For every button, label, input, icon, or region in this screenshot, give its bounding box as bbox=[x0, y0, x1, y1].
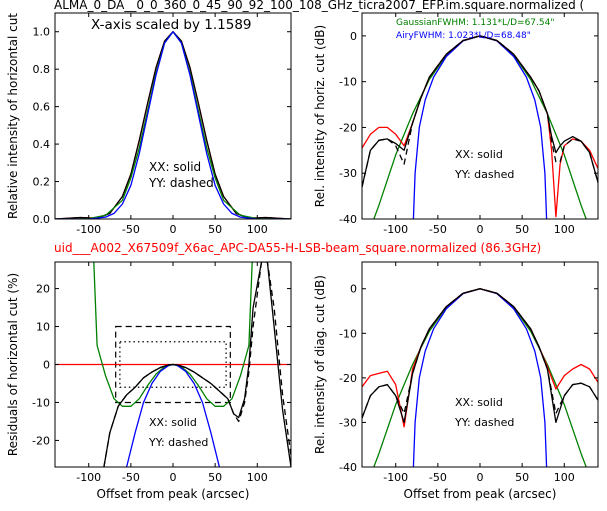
x-tick-label: 50 bbox=[208, 471, 222, 484]
y-tick-label: 0 bbox=[350, 30, 357, 43]
x-tick-label: 0 bbox=[477, 471, 484, 484]
legend-xx-p1: XX: solid bbox=[455, 148, 503, 161]
y-axis-label: Rel. intensity of horiz. cut (dB) bbox=[313, 25, 327, 207]
y-tick-label: -30 bbox=[339, 416, 357, 429]
x-tick-label: 0 bbox=[170, 223, 177, 236]
x-tick-label: 50 bbox=[515, 471, 529, 484]
y-tick-label: 0.2 bbox=[33, 176, 51, 189]
panel-horizontal-linear: -100 -50 0 50 100 0.0 0.2 0.4 0.6 0.8 1.0 Relative … bbox=[6, 12, 292, 236]
series-line-black-solid bbox=[362, 35, 598, 188]
y-tick-label: -40 bbox=[339, 461, 357, 474]
plot-lines bbox=[55, 262, 291, 467]
x-tick-label: 0 bbox=[170, 471, 177, 484]
y-tick-label: 10 bbox=[36, 321, 50, 334]
y-tick-label: -10 bbox=[339, 327, 357, 340]
series-line-black-dashed bbox=[362, 35, 598, 188]
x-axis-label: Offset from peak (arcsec) bbox=[97, 487, 250, 501]
x-tick-label: -100 bbox=[76, 471, 101, 484]
plot-lines bbox=[362, 35, 598, 219]
y-tick-label: 0 bbox=[350, 283, 357, 296]
gaussian-fwhm-note: GaussianFWHM: 1.131*L/D=67.54" bbox=[396, 18, 554, 28]
y-tick-label: -10 bbox=[339, 76, 357, 89]
plot-lines bbox=[55, 31, 291, 219]
x-tick-label: 100 bbox=[247, 223, 268, 236]
y-tick-label: -20 bbox=[339, 372, 357, 385]
x-tick-label: 100 bbox=[247, 471, 268, 484]
legend-yy-p0: YY: dashed bbox=[148, 176, 214, 190]
legend-yy-p2: YY: dashed bbox=[148, 436, 208, 449]
y-tick-label: 0.6 bbox=[33, 101, 51, 114]
x-tick-label: -50 bbox=[122, 223, 140, 236]
y-tick-label: 0.4 bbox=[33, 138, 51, 151]
x-tick-label: 100 bbox=[554, 471, 575, 484]
plot-lines bbox=[362, 288, 598, 467]
x-tick-label: -50 bbox=[122, 471, 140, 484]
legend-xx-p2: XX: solid bbox=[149, 416, 197, 429]
y-tick-label: -10 bbox=[32, 396, 50, 409]
series-line-black-dashed bbox=[103, 262, 291, 467]
series-line-black-dashed bbox=[362, 288, 598, 419]
y-tick-label: 20 bbox=[36, 283, 50, 296]
y-tick-label: -20 bbox=[32, 434, 50, 447]
x-tick-label: 50 bbox=[208, 223, 222, 236]
x-tick-label: -50 bbox=[429, 471, 447, 484]
scale-note: X-axis scaled by 1.1589 bbox=[91, 17, 252, 33]
plot-area bbox=[55, 13, 291, 219]
y-tick-label: -40 bbox=[339, 213, 357, 226]
y-axis-label: Residuals of horizontal cut (%) bbox=[6, 273, 20, 456]
x-tick-label: 50 bbox=[515, 223, 529, 236]
y-tick-label: 1.0 bbox=[33, 26, 51, 39]
legend-xx-p3: XX: solid bbox=[455, 396, 503, 409]
legend-yy-p1: YY: dashed bbox=[454, 168, 514, 181]
plot-area bbox=[362, 13, 598, 219]
series-line-blue-solid bbox=[55, 31, 291, 219]
plot-area bbox=[362, 262, 598, 467]
figure-title-mid: uid___A002_X67509f_X6ac_APC-DA55-H-LSB-b… bbox=[54, 241, 541, 255]
x-tick-label: 100 bbox=[554, 223, 575, 236]
x-tick-label: -100 bbox=[383, 471, 408, 484]
y-tick-label: -20 bbox=[339, 121, 357, 134]
y-tick-label: 0.8 bbox=[33, 63, 51, 76]
x-tick-label: -100 bbox=[76, 223, 101, 236]
airy-fwhm-note: AiryFWHM: 1.023*L/D=68.48" bbox=[396, 31, 531, 41]
x-tick-label: 0 bbox=[477, 223, 484, 236]
y-axis-label: Relative intensity of horizontal cut bbox=[6, 13, 20, 219]
x-tick-label: -100 bbox=[383, 223, 408, 236]
legend-xx-p0: XX: solid bbox=[149, 160, 201, 174]
legend-yy-p3: YY: dashed bbox=[454, 416, 514, 429]
y-tick-label: 0 bbox=[43, 359, 50, 372]
y-tick-label: -30 bbox=[339, 167, 357, 180]
x-axis-label: Offset from peak (arcsec) bbox=[404, 487, 557, 501]
x-tick-label: -50 bbox=[429, 223, 447, 236]
y-tick-label: 0.0 bbox=[33, 213, 51, 226]
y-axis-label: Rel. intensity of diag. cut (dB) bbox=[313, 275, 327, 454]
figure-title-top: ALMA_0_DA__0_0_360_0_45_90_92_100_108_GH… bbox=[54, 0, 584, 12]
